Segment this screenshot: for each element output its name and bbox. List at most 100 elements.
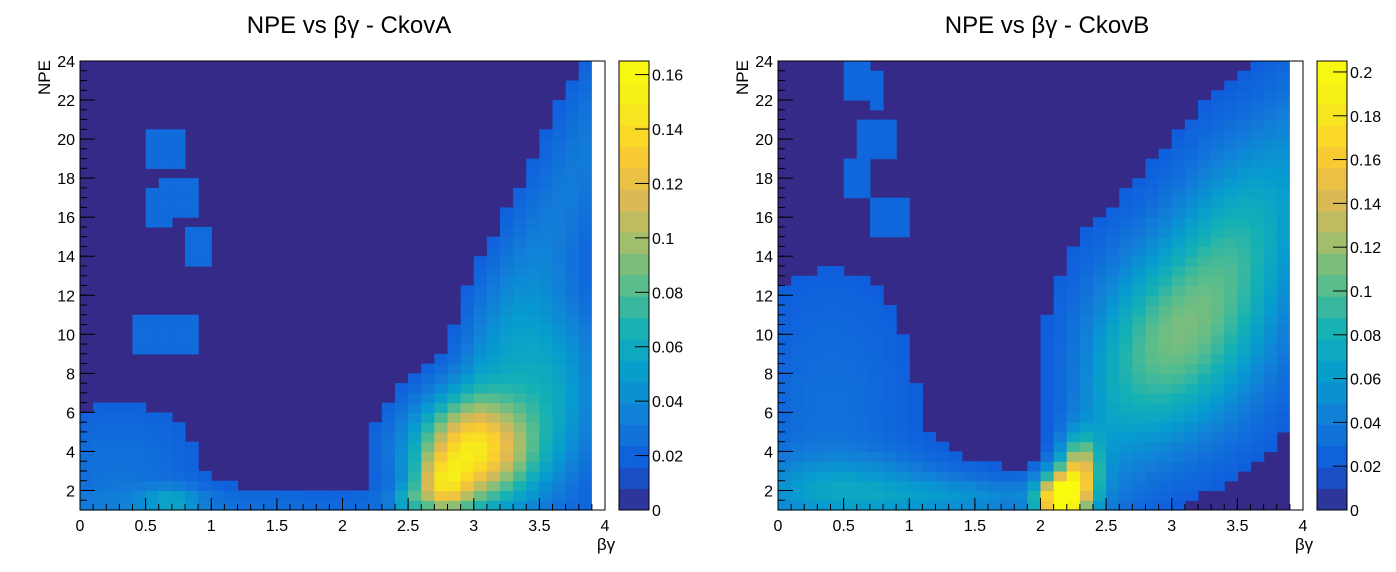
heatmap-cell (1066, 344, 1081, 355)
heatmap-cell (1237, 314, 1252, 326)
heatmap-cell (843, 324, 858, 335)
color-bar-step (619, 167, 649, 190)
heatmap-cell (1184, 363, 1199, 374)
y-tick-label: 16 (57, 210, 75, 227)
color-bar-tick-label: 0.16 (652, 68, 683, 85)
heatmap-cell (1066, 363, 1081, 374)
heatmap-cell (513, 490, 527, 501)
heatmap-cell (132, 431, 147, 443)
heatmap-cell (1276, 168, 1291, 179)
heatmap-cell (539, 236, 554, 248)
y-tick-label: 6 (764, 405, 773, 422)
heatmap-cell (526, 363, 540, 374)
heatmap-cell (565, 285, 580, 296)
heatmap-cell (1132, 314, 1147, 326)
heatmap-cell (513, 480, 527, 492)
heatmap-cell (830, 490, 845, 501)
heatmap-cell (791, 275, 805, 287)
heatmap-cell (486, 422, 501, 433)
heatmap-cell (171, 148, 186, 160)
heatmap-cell (883, 392, 897, 404)
heatmap-cell (1053, 324, 1068, 335)
heatmap-cell (381, 441, 396, 453)
heatmap-cell (1224, 129, 1238, 140)
heatmap-cell (1001, 480, 1015, 492)
color-bar-step (619, 296, 649, 319)
color-bar-step (1317, 189, 1347, 212)
heatmap-cell (974, 461, 989, 472)
heatmap-cell (817, 353, 832, 365)
heatmap-cell (1145, 470, 1160, 482)
heatmap-cell (1276, 61, 1291, 72)
heatmap-cell (526, 314, 540, 326)
heatmap-cell (1119, 226, 1133, 238)
heatmap-cell (1250, 119, 1265, 130)
heatmap-cell (158, 197, 173, 209)
heatmap-cell (791, 451, 805, 462)
heatmap-cell (1119, 324, 1133, 335)
heatmap-cell (883, 461, 897, 472)
heatmap-cell (145, 197, 160, 209)
heatmap-cell (1145, 285, 1160, 296)
heatmap-cell (565, 129, 580, 140)
heatmap-cell (526, 236, 540, 248)
heatmap-cell (145, 344, 160, 355)
heatmap-cell (171, 441, 186, 453)
heatmap-cell (869, 344, 884, 355)
heatmap-cell (1106, 451, 1120, 462)
heatmap-cell (1276, 324, 1291, 335)
heatmap-cell (526, 217, 540, 228)
heatmap-cell (856, 412, 871, 423)
color-bar-step (1317, 274, 1347, 297)
heatmap-cell (1106, 324, 1120, 335)
color-bar-step (1317, 167, 1347, 190)
heatmap-cell (922, 470, 937, 482)
heatmap-cell (1237, 187, 1252, 199)
heatmap-cell (1263, 353, 1278, 365)
heatmap-cell (578, 207, 593, 218)
heatmap-cell (909, 480, 923, 492)
heatmap-cell (158, 139, 173, 150)
heatmap-cell (1263, 373, 1278, 384)
heatmap-cell (526, 246, 540, 257)
heatmap-cell (145, 129, 160, 140)
heatmap-cell (473, 402, 488, 413)
heatmap-cell (1158, 187, 1173, 199)
color-bar-step (619, 360, 649, 383)
heatmap-cell (486, 490, 501, 501)
heatmap-cell (565, 422, 580, 433)
heatmap-cell (1276, 353, 1291, 365)
heatmap-cell (869, 422, 884, 433)
heatmap-cell (93, 461, 107, 472)
heatmap-cell (1171, 412, 1186, 423)
heatmap-cell (526, 324, 540, 335)
heatmap-panel-ckova: NPE vs βγ - CkovA 0 0.5 1 1.5 2 2.5 3 3.5 4 2468… (35, 12, 683, 554)
color-bar-step (619, 103, 649, 126)
heatmap-cell (1145, 392, 1160, 404)
heatmap-cell (1276, 129, 1291, 140)
heatmap-cell (434, 383, 449, 394)
color-bar-step (1317, 146, 1347, 169)
heatmap-cell (856, 402, 871, 413)
heatmap-cell (778, 441, 792, 453)
heatmap-cell (1250, 441, 1265, 453)
heatmap-cell (1079, 490, 1094, 501)
heatmap-cell (1171, 178, 1186, 189)
heatmap-cell (1224, 265, 1238, 277)
heatmap-cell (935, 500, 950, 511)
heatmap-cell (473, 334, 488, 345)
heatmap-cell (1263, 119, 1278, 130)
heatmap-cell (1184, 305, 1199, 316)
heatmap-cell (1237, 392, 1252, 404)
heatmap-cell (804, 353, 818, 365)
heatmap-cell (1119, 334, 1133, 345)
heatmap-cell (80, 431, 94, 443)
heatmap-cell (565, 461, 580, 472)
heatmap-cell (1119, 197, 1133, 209)
heatmap-cell (578, 217, 593, 228)
heatmap-cell (778, 334, 792, 345)
heatmap-cell (909, 490, 923, 501)
heatmap-cell (1066, 490, 1081, 501)
heatmap-cell (1119, 207, 1133, 218)
heatmap-cell (791, 363, 805, 374)
